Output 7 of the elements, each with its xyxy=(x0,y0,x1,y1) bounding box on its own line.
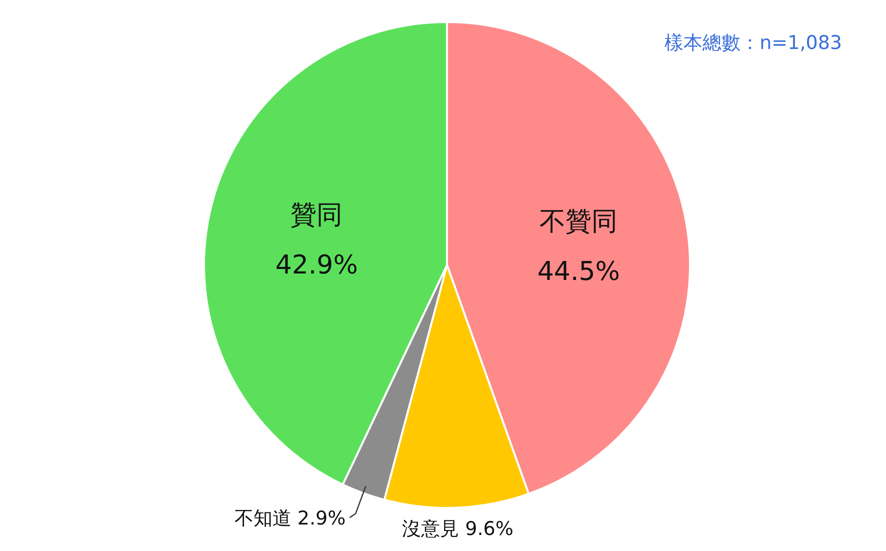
slice-label: 沒意見 9.6% xyxy=(402,518,514,540)
text: 樣本總數：n=1,083 xyxy=(664,32,842,54)
slice-label: 贊同 xyxy=(290,200,343,231)
data-label: 42.9% xyxy=(275,250,358,281)
data-label: 44.5% xyxy=(537,257,620,288)
slice-label: 不贊同 xyxy=(540,207,618,238)
slice-label: 不知道 2.9% xyxy=(234,508,346,530)
